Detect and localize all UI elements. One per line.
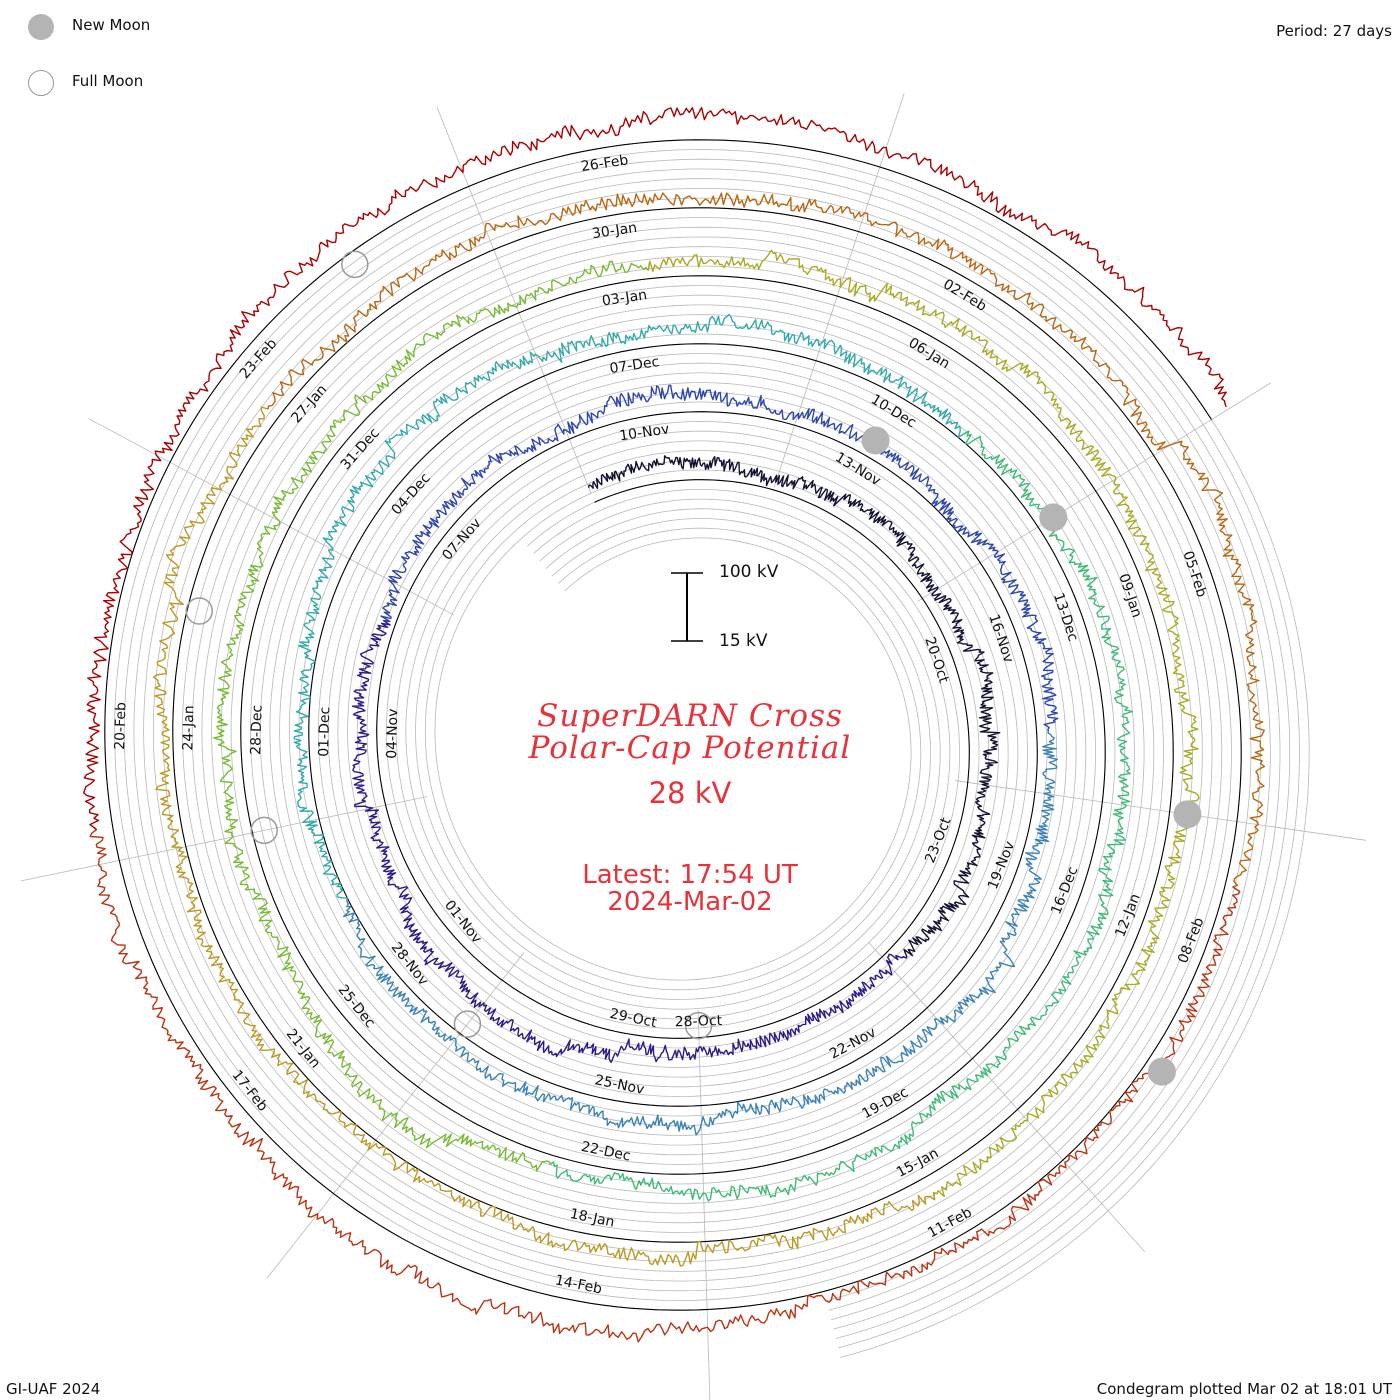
date-label-34: 27-Jan	[288, 382, 330, 426]
full-moon-marker-4	[185, 597, 213, 625]
date-label-15: 01-Dec	[316, 707, 333, 757]
legend-full-moon-label: Full Moon	[72, 72, 144, 90]
series-segment-6	[548, 430, 1134, 1202]
spiral-baseline	[104, 139, 1242, 1311]
date-label-10: 16-Nov	[985, 612, 1016, 665]
full-moon-marker-1	[684, 1011, 713, 1040]
chart-title-line-1: SuperDARN Cross	[537, 698, 843, 734]
latest-date: 2024-Mar-02	[607, 887, 773, 917]
spoke-day-15	[697, 1009, 711, 1400]
date-label-27: 06-Jan	[906, 335, 953, 372]
date-label-4: 29-Oct	[608, 1006, 658, 1031]
spoke-day-6	[917, 382, 1272, 602]
footer-credit: GI-UAF 2024	[6, 1380, 101, 1398]
date-label-18: 10-Dec	[868, 392, 919, 432]
date-label-6: 04-Nov	[384, 708, 401, 759]
scale-bottom-label: 15 kV	[719, 631, 768, 651]
scale-top-label: 100 kV	[719, 562, 779, 582]
date-label-19: 13-Dec	[1050, 591, 1081, 643]
new-moon-icon	[28, 14, 54, 40]
full-moon-marker-2	[453, 1010, 482, 1038]
date-label-42: 20-Feb	[112, 702, 129, 750]
series-segment-4	[343, 731, 1058, 1136]
new-moon-marker-2	[1039, 503, 1068, 532]
scale-bar	[671, 572, 703, 642]
grid-spiral-3	[133, 168, 1281, 1330]
date-label-40: 14-Feb	[554, 1272, 604, 1297]
series-segment-10	[267, 192, 1266, 893]
date-label-24: 28-Dec	[248, 705, 265, 755]
full-moon-icon	[28, 70, 54, 96]
spoke-day-12	[868, 941, 1145, 1253]
series-segment-12	[83, 106, 1227, 831]
series-segment-2	[351, 619, 907, 1063]
grid-spiral-5	[152, 187, 1261, 1311]
series-segment-9	[152, 405, 936, 1267]
day-spokes	[21, 93, 1367, 1400]
new-moon-marker-1	[861, 426, 890, 455]
current-value: 28 kV	[648, 776, 732, 810]
new-moon-marker-4	[1147, 1057, 1176, 1086]
date-label-22: 22-Dec	[580, 1139, 632, 1165]
moon-markers	[185, 250, 1202, 1086]
date-label-3: 28-Oct	[674, 1013, 722, 1030]
date-label-30: 15-Jan	[894, 1145, 941, 1181]
date-label-36: 02-Feb	[940, 276, 989, 315]
date-label-43: 23-Feb	[237, 336, 281, 382]
grid-spiral-1	[114, 149, 1300, 1349]
date-label-32: 21-Jan	[283, 1026, 324, 1071]
footer-plotted: Condegram plotted Mar 02 at 18:01 UT	[1096, 1380, 1392, 1398]
spiral-grid	[104, 139, 1310, 1358]
date-label-2: 23-Oct	[922, 815, 955, 865]
spoke-day-24	[88, 418, 455, 616]
chart-title-line-2: Polar-Cap Potential	[528, 730, 852, 766]
date-label-41: 17-Feb	[229, 1067, 271, 1114]
date-label-33: 24-Jan	[180, 705, 197, 751]
date-label-8: 10-Nov	[618, 421, 670, 444]
series-segment-5	[293, 313, 970, 903]
date-label-21: 19-Dec	[860, 1084, 912, 1122]
latest-time: Latest: 17:54 UT	[582, 860, 798, 890]
date-label-9: 13-Nov	[832, 449, 883, 489]
legend-new-moon-label: New Moon	[72, 16, 151, 34]
date-label-11: 19-Nov	[985, 839, 1018, 892]
full-moon-marker-5	[341, 250, 369, 279]
potential-series	[83, 106, 1266, 1343]
series-segment-7	[213, 260, 651, 1172]
date-label-12: 22-Nov	[827, 1025, 879, 1063]
spoke-day-3	[773, 93, 905, 488]
date-label-31: 18-Jan	[568, 1206, 616, 1231]
date-label-17: 07-Dec	[609, 354, 661, 377]
date-label-38: 08-Feb	[1175, 915, 1207, 965]
series-segment-3	[380, 384, 1059, 734]
date-label-35: 30-Jan	[591, 220, 638, 242]
spoke-day-18	[266, 952, 525, 1279]
series-segment-11	[89, 826, 1241, 1343]
series-segment-1	[588, 455, 1001, 959]
grid-spiral-4	[143, 178, 1271, 1321]
date-label-44: 26-Feb	[580, 152, 630, 175]
date-label-13: 25-Nov	[593, 1072, 645, 1098]
date-label-26: 03-Jan	[601, 287, 648, 309]
baseline-spiral	[104, 139, 1242, 1311]
series-segment-8	[647, 249, 1200, 1200]
full-moon-marker-3	[250, 816, 278, 845]
grid-spiral-2	[123, 158, 1291, 1339]
new-moon-marker-3	[1173, 800, 1202, 829]
spoke-day-21	[21, 796, 428, 882]
spoke-day-9	[955, 780, 1367, 841]
period-label: Period: 27 days	[1276, 22, 1392, 40]
date-label-39: 11-Feb	[925, 1205, 975, 1242]
date-label-20: 16-Dec	[1048, 864, 1081, 916]
date-label-1: 20-Oct	[921, 635, 951, 686]
